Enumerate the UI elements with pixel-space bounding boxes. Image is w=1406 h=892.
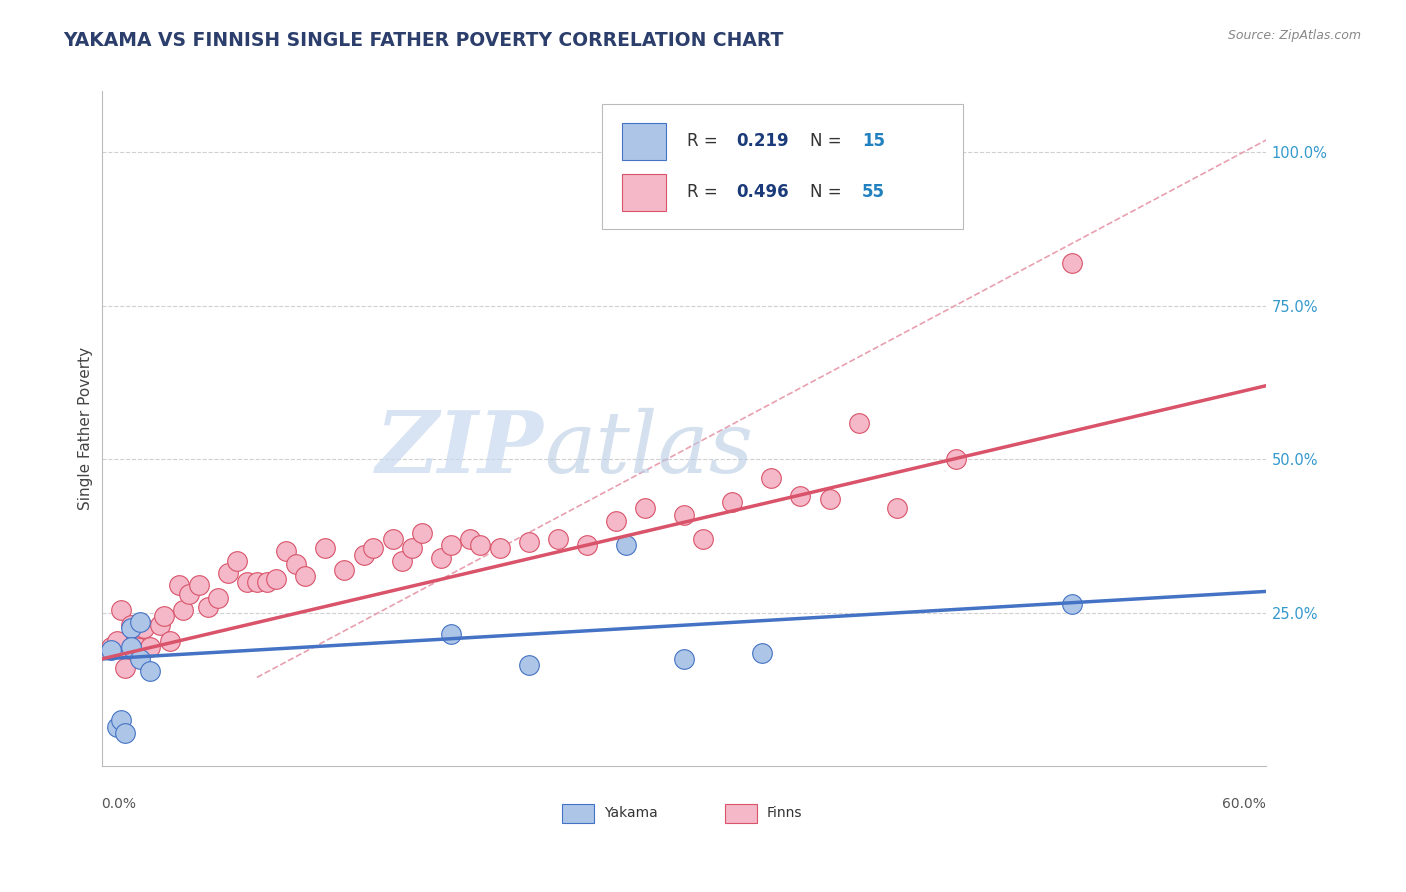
Text: ZIP: ZIP bbox=[377, 407, 544, 491]
Point bbox=[333, 563, 356, 577]
Point bbox=[721, 495, 744, 509]
Point bbox=[692, 532, 714, 546]
Point bbox=[134, 621, 156, 635]
FancyBboxPatch shape bbox=[561, 804, 595, 822]
Point bbox=[1062, 597, 1084, 611]
Point bbox=[886, 501, 908, 516]
Point bbox=[256, 575, 278, 590]
Text: R =: R = bbox=[688, 133, 724, 151]
Point bbox=[547, 532, 569, 546]
Point bbox=[430, 550, 453, 565]
Point bbox=[217, 566, 239, 580]
Point bbox=[945, 452, 967, 467]
Point bbox=[468, 538, 491, 552]
Point bbox=[246, 575, 269, 590]
Text: Finns: Finns bbox=[766, 806, 803, 820]
Text: Source: ZipAtlas.com: Source: ZipAtlas.com bbox=[1227, 29, 1361, 42]
Point bbox=[100, 640, 122, 654]
Point bbox=[177, 587, 200, 601]
Point bbox=[114, 661, 136, 675]
Point bbox=[605, 514, 627, 528]
Point bbox=[634, 501, 657, 516]
Text: 0.0%: 0.0% bbox=[101, 797, 136, 811]
Point bbox=[236, 575, 259, 590]
FancyBboxPatch shape bbox=[623, 174, 666, 211]
Text: 55: 55 bbox=[862, 183, 886, 202]
Point bbox=[159, 633, 181, 648]
Text: 60.0%: 60.0% bbox=[1222, 797, 1267, 811]
Point bbox=[672, 508, 695, 522]
Point bbox=[125, 640, 148, 654]
Point bbox=[789, 489, 811, 503]
Point bbox=[110, 714, 132, 728]
Point bbox=[440, 538, 463, 552]
Point bbox=[761, 471, 783, 485]
Point bbox=[411, 526, 433, 541]
Point bbox=[129, 621, 152, 635]
FancyBboxPatch shape bbox=[602, 104, 963, 229]
Point bbox=[381, 532, 404, 546]
Text: R =: R = bbox=[688, 183, 724, 202]
Point bbox=[129, 615, 152, 629]
Point bbox=[751, 646, 773, 660]
Point bbox=[226, 554, 249, 568]
Point bbox=[207, 591, 229, 605]
Point bbox=[266, 572, 288, 586]
Text: N =: N = bbox=[810, 133, 846, 151]
Point bbox=[575, 538, 598, 552]
Point bbox=[1062, 256, 1084, 270]
Point bbox=[314, 541, 336, 556]
Point bbox=[517, 535, 540, 549]
FancyBboxPatch shape bbox=[623, 123, 666, 160]
Point bbox=[110, 603, 132, 617]
Point bbox=[284, 557, 307, 571]
Y-axis label: Single Father Poverty: Single Father Poverty bbox=[79, 347, 93, 510]
Point bbox=[149, 618, 172, 632]
Point bbox=[167, 578, 190, 592]
Point bbox=[401, 541, 423, 556]
Point bbox=[672, 652, 695, 666]
Point bbox=[488, 541, 510, 556]
Point bbox=[172, 603, 194, 617]
FancyBboxPatch shape bbox=[724, 804, 758, 822]
Text: YAKAMA VS FINNISH SINGLE FATHER POVERTY CORRELATION CHART: YAKAMA VS FINNISH SINGLE FATHER POVERTY … bbox=[63, 31, 783, 50]
Point bbox=[129, 652, 152, 666]
Point bbox=[105, 633, 128, 648]
Text: N =: N = bbox=[810, 183, 846, 202]
Text: Yakama: Yakama bbox=[603, 806, 658, 820]
Point bbox=[139, 665, 162, 679]
Point bbox=[294, 569, 316, 583]
Point bbox=[363, 541, 385, 556]
Point bbox=[100, 642, 122, 657]
Point bbox=[152, 609, 174, 624]
Point bbox=[187, 578, 209, 592]
Point bbox=[818, 492, 841, 507]
Point bbox=[517, 658, 540, 673]
Point bbox=[139, 640, 162, 654]
Point bbox=[391, 554, 413, 568]
Point bbox=[353, 548, 375, 562]
Point bbox=[114, 725, 136, 739]
Point bbox=[274, 544, 297, 558]
Text: 0.496: 0.496 bbox=[737, 183, 789, 202]
Point bbox=[440, 627, 463, 641]
Point bbox=[614, 538, 637, 552]
Point bbox=[120, 618, 142, 632]
Point bbox=[460, 532, 482, 546]
Text: 0.219: 0.219 bbox=[737, 133, 789, 151]
Point bbox=[197, 599, 219, 614]
Point bbox=[120, 640, 142, 654]
Point bbox=[120, 621, 142, 635]
Text: atlas: atlas bbox=[544, 408, 754, 491]
Text: 15: 15 bbox=[862, 133, 886, 151]
Point bbox=[848, 416, 870, 430]
Point bbox=[105, 720, 128, 734]
